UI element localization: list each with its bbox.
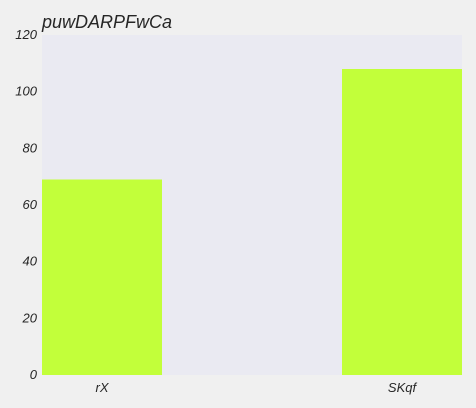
y-tick-label: 40 xyxy=(23,254,38,269)
y-tick-label: 60 xyxy=(23,197,38,212)
y-tick-label: 20 xyxy=(22,310,38,325)
bar-SKqf xyxy=(342,69,462,375)
y-tick-label: 100 xyxy=(15,84,37,99)
y-tick-label: 80 xyxy=(23,140,38,155)
x-tick-label: rX xyxy=(96,380,110,395)
bars-layer xyxy=(42,69,462,375)
y-axis: 0 20 40 60 80 100 120 xyxy=(15,27,37,382)
y-tick-label: 120 xyxy=(15,27,37,42)
x-tick-label: SKqf xyxy=(388,380,418,395)
y-tick-label: 0 xyxy=(30,367,38,382)
chart-title: puwDARPFwCa xyxy=(41,12,172,32)
bar-rX xyxy=(42,179,162,375)
x-axis: rX SKqf xyxy=(96,380,418,395)
